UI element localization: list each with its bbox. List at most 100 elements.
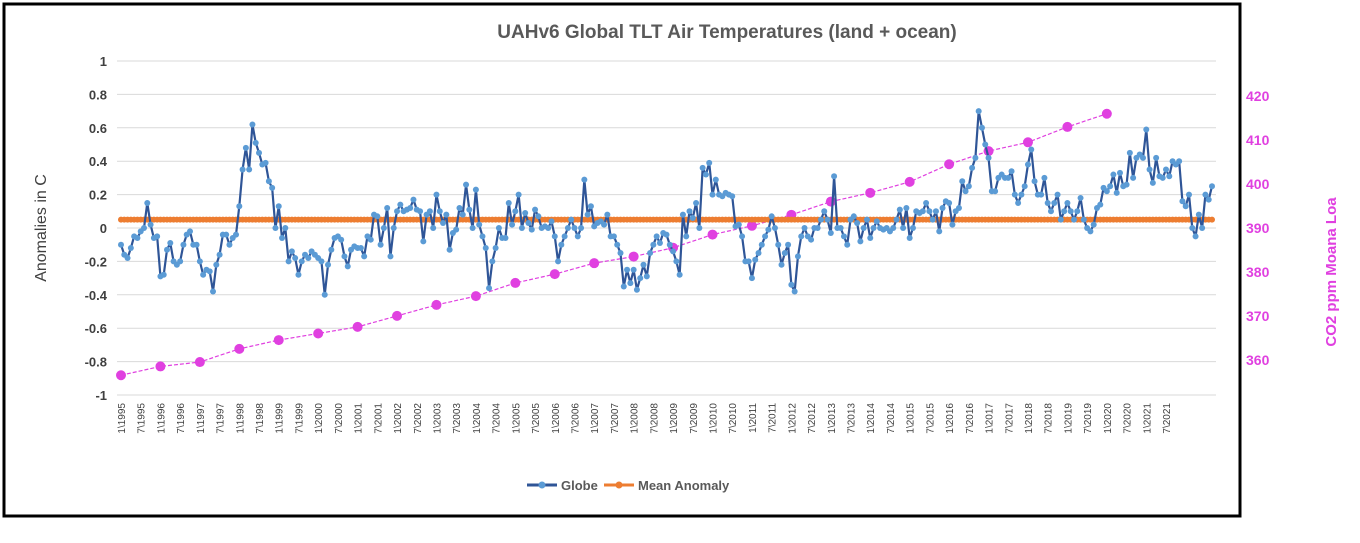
globe-point <box>1067 208 1074 215</box>
globe-point <box>982 141 989 148</box>
y2-tick-label: 380 <box>1246 264 1270 280</box>
globe-point <box>390 225 397 231</box>
co2-point <box>944 159 955 170</box>
globe-point <box>909 225 916 231</box>
globe-series <box>118 108 1215 298</box>
globe-point <box>210 288 217 295</box>
globe-point <box>900 225 907 231</box>
globe-point <box>870 225 877 231</box>
globe-point <box>778 261 785 268</box>
globe-point <box>798 233 805 240</box>
globe-point <box>923 199 930 206</box>
legend-globe-label: Globe <box>561 478 598 493</box>
globe-point <box>1103 188 1110 195</box>
x-tick-label: 7\2000 <box>334 403 345 434</box>
globe-point <box>269 184 276 191</box>
globe-point <box>1028 146 1035 153</box>
globe-point <box>265 178 272 185</box>
globe-point <box>548 218 555 225</box>
grid-lines <box>117 60 1216 396</box>
globe-point <box>788 281 795 288</box>
globe-point <box>1185 191 1192 198</box>
globe-point <box>433 191 440 198</box>
globe-point <box>535 213 542 220</box>
globe-point <box>213 261 220 268</box>
mean-anomaly-series <box>118 216 1215 223</box>
globe-point <box>1143 126 1150 133</box>
x-tick-label: 1\2009 <box>669 403 680 434</box>
globe-point <box>1159 174 1166 181</box>
globe-point <box>650 241 657 248</box>
co2-point <box>825 196 836 207</box>
globe-point <box>762 233 769 240</box>
globe-point <box>706 159 713 166</box>
globe-point <box>1097 201 1104 208</box>
globe-point <box>177 258 184 265</box>
x-tick-label: 7\2018 <box>1044 403 1055 434</box>
globe-point <box>141 225 148 231</box>
x-tick-label: 1\2011 <box>748 403 759 433</box>
globe-point <box>840 233 847 240</box>
globe-point <box>1018 191 1025 198</box>
globe-point <box>512 208 519 215</box>
globe-point <box>857 238 864 245</box>
x-tick-label: 7\2014 <box>886 403 897 434</box>
globe-point <box>955 204 962 211</box>
globe-point <box>771 225 778 231</box>
x-tick-label: 1\1997 <box>196 403 207 434</box>
x-tick-label: 7\2001 <box>373 403 384 434</box>
globe-point <box>236 203 243 210</box>
co2-point <box>904 176 915 187</box>
globe-point <box>679 211 686 218</box>
globe-point <box>837 225 844 231</box>
co2-point <box>628 251 639 262</box>
x-tick-label: 1\2001 <box>354 403 365 434</box>
globe-point <box>1192 233 1199 240</box>
x-tick-label: 7\2009 <box>689 403 700 434</box>
globe-point <box>640 261 647 268</box>
globe-point <box>903 204 910 211</box>
globe-point <box>814 225 821 231</box>
globe-point <box>775 241 782 248</box>
globe-point <box>975 108 982 115</box>
y-tick-labels: -1 -0.8 -0.6 -0.4 -0.2 0 0.2 0.4 0.6 0.8 1 <box>85 54 108 403</box>
y-tick-label: 0.6 <box>89 121 107 136</box>
globe-point <box>180 241 187 248</box>
legend-mean-label: Mean Anomaly <box>638 478 730 493</box>
globe-point <box>946 199 953 206</box>
globe-point <box>1176 158 1183 165</box>
x-tick-label: 7\2019 <box>1083 403 1094 434</box>
x-tick-label: 1\2007 <box>590 403 601 434</box>
globe-point <box>932 208 939 215</box>
globe-point <box>1149 179 1156 186</box>
globe-point <box>630 266 637 273</box>
globe-point <box>568 216 575 223</box>
globe-point <box>985 154 992 161</box>
globe-point <box>926 208 933 215</box>
globe-point <box>765 226 772 233</box>
globe-point <box>272 225 279 231</box>
globe-point <box>1209 183 1215 190</box>
globe-point <box>476 221 483 228</box>
globe-point <box>735 221 742 228</box>
globe-point <box>1199 225 1206 231</box>
y-axis-label: Anomalies in C <box>33 174 50 282</box>
globe-point <box>249 121 256 128</box>
x-tick-label: 1\1995 <box>117 403 128 434</box>
globe-point <box>377 241 384 248</box>
globe-point <box>581 176 588 183</box>
globe-point <box>338 236 345 243</box>
globe-point <box>972 154 979 161</box>
globe-point <box>321 291 328 298</box>
globe-point <box>978 124 985 131</box>
co2-point <box>549 269 560 280</box>
globe-point <box>844 241 851 248</box>
globe-point <box>1070 216 1077 223</box>
globe-point <box>906 235 913 242</box>
y-tick-label: -0.8 <box>85 355 107 370</box>
x-tick-label: 7\2007 <box>610 403 621 434</box>
x-tick-label: 7\2011 <box>768 403 779 433</box>
globe-point <box>939 204 946 211</box>
globe-point <box>417 208 424 215</box>
